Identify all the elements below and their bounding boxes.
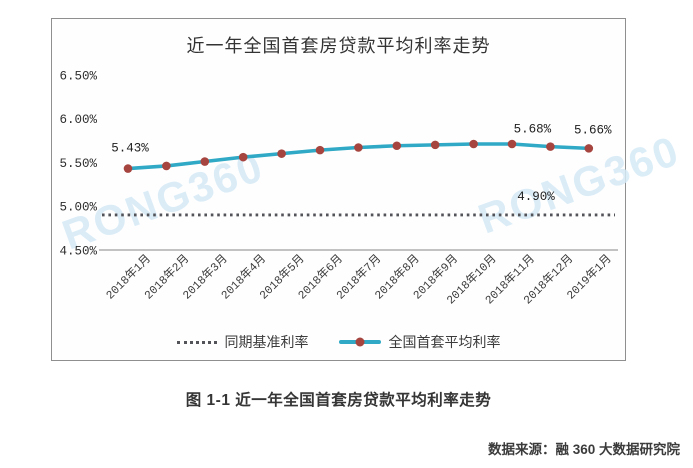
legend-label-benchmark: 同期基准利率: [224, 334, 309, 350]
svg-text:5.50%: 5.50%: [59, 157, 97, 171]
data-source: 数据来源：融 360 大数据研究院: [487, 442, 680, 457]
legend-item-average: 全国首套平均利率: [338, 332, 501, 352]
svg-text:4.90%: 4.90%: [517, 190, 555, 204]
svg-text:6.00%: 6.00%: [59, 113, 97, 127]
svg-text:5.43%: 5.43%: [111, 142, 149, 156]
svg-text:5.00%: 5.00%: [59, 201, 97, 215]
dotted-line-swatch: [176, 340, 217, 344]
legend-item-benchmark: 同期基准利率: [176, 332, 309, 352]
chart-container: RONG360 RONG360 近一年全国首套房贷款平均利率走势 6.50% 6.…: [51, 18, 686, 361]
svg-text:5.66%: 5.66%: [574, 123, 612, 137]
svg-text:4.50%: 4.50%: [59, 245, 97, 259]
line-chart-canvas: 6.50%6.00%5.50%5.00%4.50%2018年1月2018年2月2…: [59, 69, 618, 307]
line-marker-swatch: [338, 337, 381, 347]
svg-text:6.50%: 6.50%: [59, 69, 97, 83]
chart-legend: 同期基准利率 全国首套平均利率: [52, 332, 625, 352]
legend-label-average: 全国首套平均利率: [388, 334, 501, 350]
marker-dot: [355, 337, 364, 347]
svg-text:5.68%: 5.68%: [514, 123, 552, 137]
figure-caption: 图 1-1 近一年全国首套房贷款平均利率走势: [185, 392, 492, 409]
chart-title: 近一年全国首套房贷款平均利率走势: [186, 36, 491, 56]
